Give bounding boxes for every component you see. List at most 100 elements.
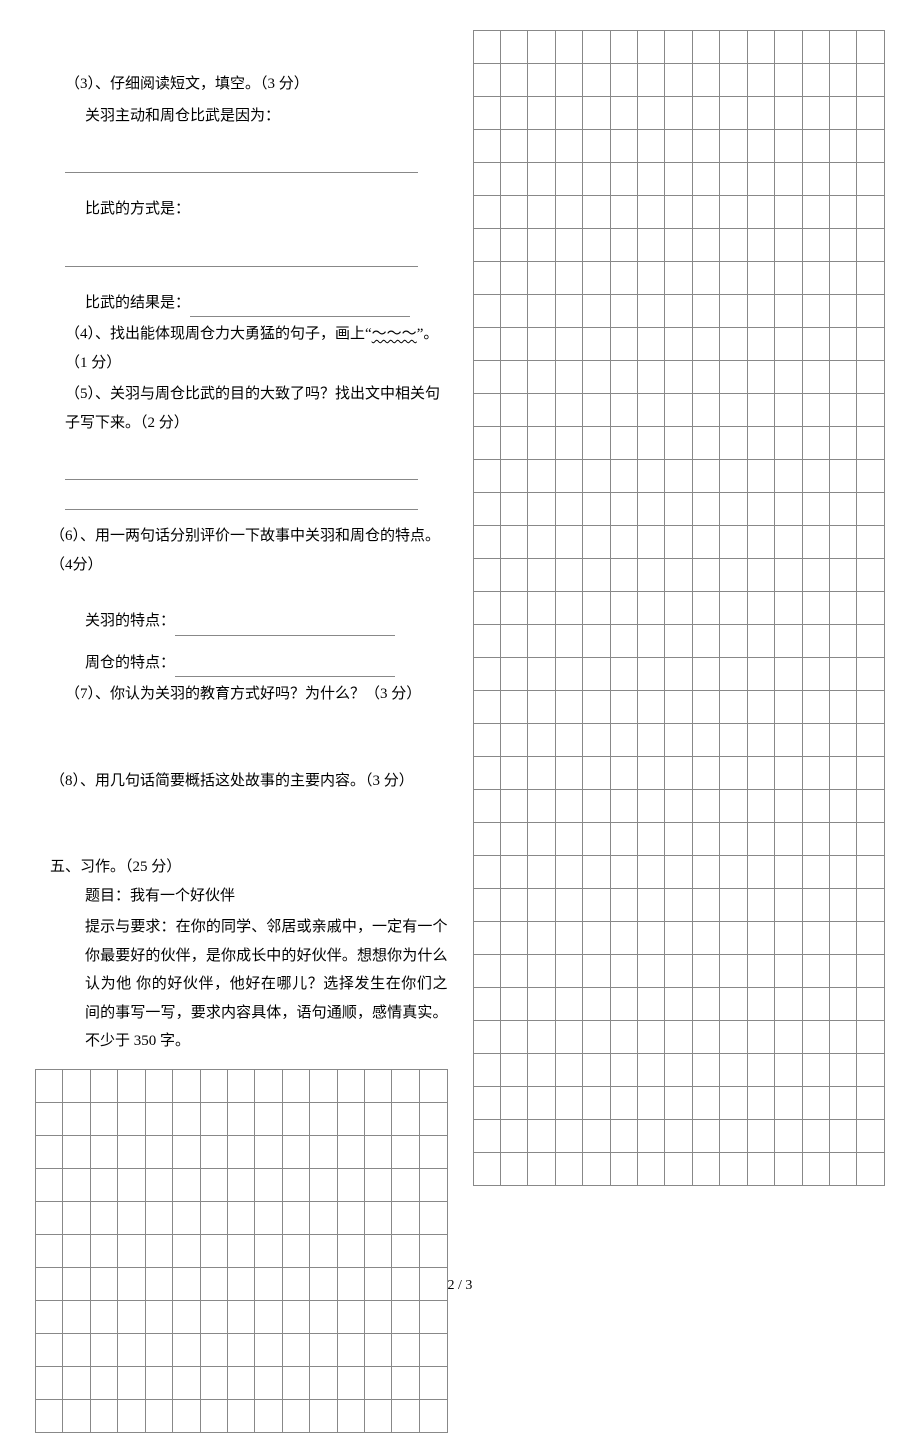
grid-cell[interactable] [857,328,885,361]
grid-cell[interactable] [829,361,856,394]
grid-cell[interactable] [173,1168,200,1201]
grid-cell[interactable] [500,889,527,922]
grid-cell[interactable] [638,922,665,955]
grid-cell[interactable] [829,955,856,988]
grid-cell[interactable] [255,1300,282,1333]
grid-cell[interactable] [692,658,719,691]
grid-cell[interactable] [473,1021,500,1054]
grid-cell[interactable] [829,691,856,724]
grid-cell[interactable] [857,493,885,526]
grid-cell[interactable] [638,658,665,691]
grid-cell[interactable] [337,1333,364,1366]
grid-cell[interactable] [500,31,527,64]
grid-cell[interactable] [638,295,665,328]
grid-cell[interactable] [638,625,665,658]
grid-cell[interactable] [610,262,637,295]
grid-cell[interactable] [500,988,527,1021]
grid-cell[interactable] [419,1168,447,1201]
grid-cell[interactable] [392,1201,419,1234]
grid-cell[interactable] [857,856,885,889]
grid-cell[interactable] [500,229,527,262]
grid-cell[interactable] [500,1054,527,1087]
grid-cell[interactable] [583,493,610,526]
grid-cell[interactable] [555,526,582,559]
grid-cell[interactable] [473,592,500,625]
grid-cell[interactable] [857,361,885,394]
grid-cell[interactable] [720,691,747,724]
grid-cell[interactable] [857,163,885,196]
grid-cell[interactable] [775,328,802,361]
grid-cell[interactable] [473,295,500,328]
grid-cell[interactable] [829,1021,856,1054]
grid-cell[interactable] [829,394,856,427]
grid-cell[interactable] [555,658,582,691]
grid-cell[interactable] [392,1234,419,1267]
grid-cell[interactable] [583,130,610,163]
grid-cell[interactable] [227,1300,254,1333]
grid-cell[interactable] [500,658,527,691]
grid-cell[interactable] [775,922,802,955]
grid-cell[interactable] [500,691,527,724]
grid-cell[interactable] [583,955,610,988]
grid-cell[interactable] [610,889,637,922]
grid-cell[interactable] [473,625,500,658]
grid-cell[interactable] [802,691,829,724]
grid-cell[interactable] [747,460,774,493]
grid-cell[interactable] [528,1087,555,1120]
grid-cell[interactable] [747,31,774,64]
grid-cell[interactable] [255,1135,282,1168]
grid-cell[interactable] [118,1300,145,1333]
grid-cell[interactable] [473,988,500,1021]
grid-cell[interactable] [720,790,747,823]
grid-cell[interactable] [829,163,856,196]
grid-cell[interactable] [365,1366,392,1399]
grid-cell[interactable] [692,790,719,823]
grid-cell[interactable] [227,1168,254,1201]
grid-cell[interactable] [555,790,582,823]
grid-cell[interactable] [692,460,719,493]
grid-cell[interactable] [555,823,582,856]
grid-cell[interactable] [610,922,637,955]
grid-cell[interactable] [638,1021,665,1054]
grid-cell[interactable] [665,493,692,526]
grid-cell[interactable] [392,1333,419,1366]
grid-cell[interactable] [857,823,885,856]
grid-cell[interactable] [473,955,500,988]
grid-cell[interactable] [118,1135,145,1168]
grid-cell[interactable] [282,1234,309,1267]
grid-cell[interactable] [829,922,856,955]
grid-cell[interactable] [610,394,637,427]
grid-cell[interactable] [473,526,500,559]
grid-cell[interactable] [665,31,692,64]
grid-cell[interactable] [775,196,802,229]
grid-cell[interactable] [583,691,610,724]
grid-cell[interactable] [583,1120,610,1153]
grid-cell[interactable] [610,691,637,724]
grid-cell[interactable] [802,955,829,988]
grid-cell[interactable] [720,922,747,955]
grid-cell[interactable] [90,1168,117,1201]
grid-cell[interactable] [802,328,829,361]
q3-blank-1[interactable] [65,155,418,173]
grid-cell[interactable] [857,97,885,130]
grid-cell[interactable] [747,955,774,988]
grid-cell[interactable] [802,592,829,625]
grid-cell[interactable] [173,1201,200,1234]
grid-cell[interactable] [145,1102,172,1135]
grid-cell[interactable] [555,559,582,592]
grid-cell[interactable] [720,493,747,526]
grid-cell[interactable] [665,691,692,724]
grid-cell[interactable] [829,625,856,658]
grid-cell[interactable] [255,1102,282,1135]
grid-cell[interactable] [857,427,885,460]
grid-cell[interactable] [665,988,692,1021]
grid-cell[interactable] [583,625,610,658]
grid-cell[interactable] [200,1201,227,1234]
grid-cell[interactable] [118,1069,145,1102]
grid-cell[interactable] [583,757,610,790]
grid-cell[interactable] [747,163,774,196]
grid-cell[interactable] [473,262,500,295]
grid-cell[interactable] [829,328,856,361]
grid-cell[interactable] [282,1102,309,1135]
grid-cell[interactable] [638,757,665,790]
